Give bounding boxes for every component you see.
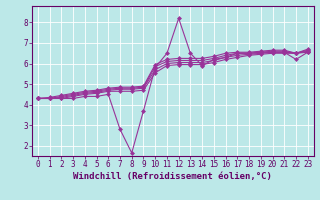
X-axis label: Windchill (Refroidissement éolien,°C): Windchill (Refroidissement éolien,°C)	[73, 172, 272, 181]
